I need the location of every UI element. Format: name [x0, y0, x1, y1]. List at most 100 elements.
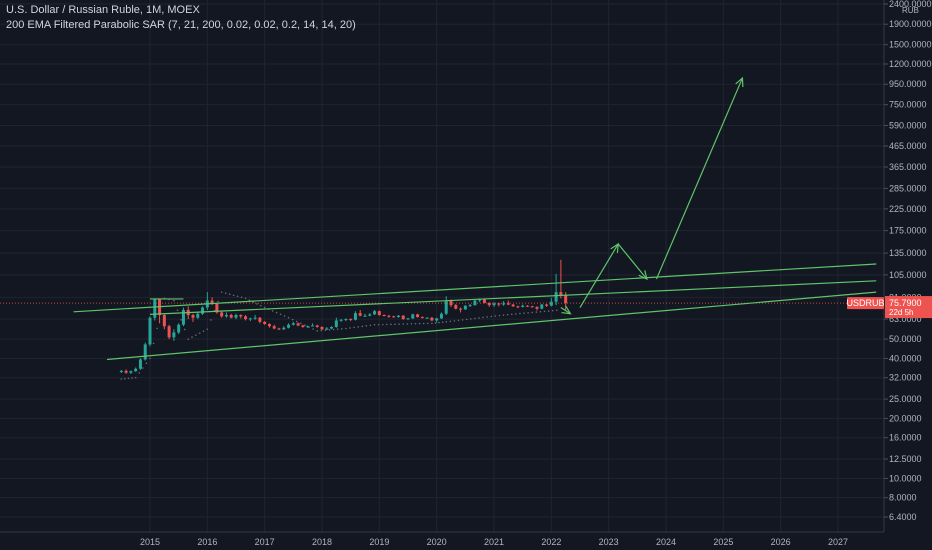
sar-point — [244, 297, 247, 300]
candle-body — [511, 304, 515, 307]
price-axis-label: 285.0000 — [889, 183, 927, 193]
sar-point — [300, 322, 302, 325]
candle — [349, 318, 353, 322]
candle-body — [387, 315, 391, 317]
sar-point — [149, 357, 151, 360]
candle — [358, 309, 362, 317]
candle-body — [248, 318, 252, 320]
candle — [525, 305, 529, 307]
candle — [143, 342, 147, 361]
sar-point — [295, 320, 298, 323]
arrow-head — [735, 76, 744, 88]
time-axis-label: 2015 — [140, 537, 160, 547]
arrow-head — [561, 305, 572, 315]
sar-point — [324, 329, 327, 331]
candle — [339, 319, 343, 322]
candle-body — [525, 305, 529, 307]
sar-point — [498, 314, 501, 317]
candle-body — [454, 305, 458, 309]
candle-body — [153, 299, 157, 318]
time-axis-label: 2022 — [541, 537, 561, 547]
sar-point — [414, 322, 417, 325]
candle-body — [444, 300, 448, 314]
arrow-line — [617, 243, 648, 280]
candle-body — [239, 315, 243, 317]
candle — [177, 323, 181, 335]
price-axis-unit: RUB — [902, 6, 919, 15]
candle-body — [320, 326, 324, 330]
sar-point — [131, 377, 133, 379]
price-axis-label: 2400.0000 — [889, 0, 932, 9]
sar-point — [202, 330, 205, 333]
sar-point — [142, 367, 144, 369]
sar-point — [469, 318, 472, 320]
symbol-title[interactable]: U.S. Dollar / Russian Ruble, 1M, MOEX — [6, 4, 200, 16]
sar-point — [453, 320, 456, 322]
candle — [296, 322, 300, 327]
sar-point — [217, 300, 219, 303]
candle-body — [492, 303, 496, 306]
sar-point — [445, 321, 448, 323]
sar-point — [156, 327, 158, 330]
sar-point — [271, 310, 274, 312]
candle-body — [334, 320, 338, 327]
arrow-line — [560, 307, 571, 315]
sar-point — [369, 324, 372, 327]
candle — [511, 303, 515, 307]
sar-point — [210, 319, 212, 321]
candle-body — [535, 306, 539, 309]
candle-body — [296, 323, 300, 326]
candle — [258, 317, 262, 324]
sar-point — [465, 318, 468, 321]
candle-body — [339, 319, 343, 321]
candle-body — [468, 305, 472, 307]
candle-body — [272, 326, 276, 329]
sar-point — [478, 317, 480, 319]
sar-point — [228, 293, 231, 296]
candle — [301, 324, 305, 328]
candle-body — [549, 301, 553, 306]
candle-body — [344, 319, 348, 321]
time-axis-label: 2026 — [771, 537, 791, 547]
candle — [459, 307, 463, 313]
candle-body — [162, 315, 166, 327]
sar-point — [373, 323, 376, 326]
price-tag-value: 75.7900 — [889, 298, 922, 308]
candle-body — [473, 300, 477, 306]
symbol-tag-label: USDRUB — [846, 298, 884, 308]
sar-point — [390, 323, 392, 326]
sar-point — [173, 299, 175, 302]
candle-body — [330, 326, 334, 329]
candle — [167, 324, 171, 340]
candle — [492, 302, 496, 307]
candle-body — [129, 371, 133, 373]
price-axis-label: 10.0000 — [889, 473, 922, 483]
arrow-head — [638, 270, 648, 281]
sar-point — [328, 329, 331, 331]
candle — [215, 302, 219, 314]
sar-point — [438, 321, 440, 324]
sar-point — [124, 377, 126, 380]
price-axis-label: 8.0000 — [889, 493, 917, 503]
time-axis-label: 2023 — [599, 537, 619, 547]
candle — [310, 323, 314, 327]
sar-point — [490, 315, 493, 318]
candle — [267, 323, 271, 328]
price-axis-label: 50.0000 — [889, 334, 922, 344]
candle — [172, 329, 176, 341]
candle — [363, 313, 367, 318]
candle — [473, 298, 477, 306]
sar-point — [461, 319, 464, 321]
price-axis-label: 950.0000 — [889, 79, 927, 89]
indicator-title[interactable]: 200 EMA Filtered Parabolic SAR (7, 21, 2… — [6, 19, 356, 31]
sar-point — [365, 325, 368, 327]
candle — [516, 305, 520, 309]
candle-body — [177, 324, 181, 333]
candle — [482, 298, 486, 304]
candle — [416, 313, 420, 318]
candle-body — [301, 325, 305, 327]
sar-point — [515, 313, 517, 315]
candle — [439, 312, 443, 320]
sar-point — [232, 294, 235, 297]
